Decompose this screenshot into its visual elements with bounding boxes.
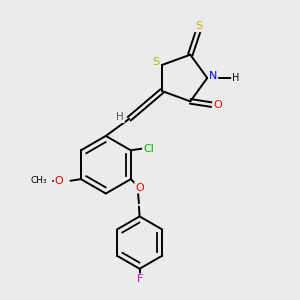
Text: S: S (152, 57, 160, 67)
Text: O: O (55, 176, 63, 186)
Text: O: O (213, 100, 222, 110)
Text: H: H (116, 112, 124, 122)
Text: O: O (135, 183, 144, 193)
Text: CH₃: CH₃ (30, 176, 47, 184)
Text: Cl: Cl (143, 144, 154, 154)
Text: S: S (195, 21, 202, 31)
Text: H: H (232, 73, 239, 83)
Text: N: N (209, 71, 217, 81)
Text: F: F (136, 274, 143, 284)
